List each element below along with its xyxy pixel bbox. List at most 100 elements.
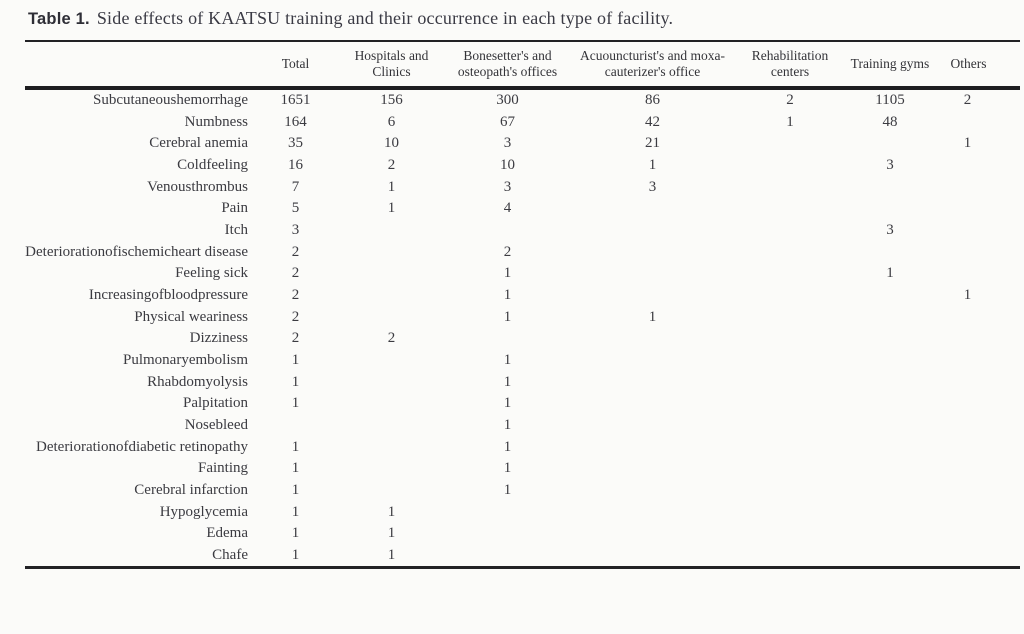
count-cell: 1	[291, 438, 300, 455]
side-effect-label: Coldfeeling	[177, 157, 248, 174]
count-cell: 1	[503, 481, 512, 498]
side-effect-label: Physical weariness	[134, 308, 248, 325]
count-cell	[333, 285, 450, 307]
count-cell	[840, 480, 940, 502]
table-row: Chafe 1 1	[25, 545, 1020, 568]
count-cell	[940, 545, 1020, 568]
side-effect-label: Feeling sick	[175, 265, 248, 282]
table-body: Subcutaneoushemorrhage 1651 156 300 86 2 1105 2…	[25, 88, 1020, 568]
count-cell	[565, 393, 740, 415]
count-cell	[565, 242, 740, 264]
count-cell	[565, 285, 740, 307]
count-cell	[840, 307, 940, 329]
count-cell	[565, 220, 740, 242]
count-cell: 86	[645, 92, 660, 109]
table-row: Deteriorationofdiabetic retinopathy 1 1	[25, 437, 1020, 459]
count-cell: 7	[291, 178, 300, 195]
table-caption: Table 1. Side effects of KAATSU training …	[28, 8, 673, 29]
side-effect-label: Rhabdomyolysis	[147, 373, 248, 390]
count-cell: 3	[291, 222, 300, 239]
count-cell: 1	[291, 395, 300, 412]
count-cell	[565, 263, 740, 285]
count-cell: 1	[291, 503, 300, 520]
count-cell: 35	[288, 135, 303, 152]
count-cell: 1	[387, 525, 396, 542]
count-cell: 6	[387, 113, 396, 130]
count-cell	[740, 545, 840, 568]
count-cell	[840, 545, 940, 568]
table-row: Pain 5 1 4	[25, 198, 1020, 220]
count-cell	[333, 307, 450, 329]
count-cell	[840, 285, 940, 307]
count-cell	[450, 545, 565, 568]
count-cell	[840, 523, 940, 545]
side-effect-label: Venousthrombus	[147, 178, 248, 195]
column-header: Acuouncturist's and moxa-cauterizer's of…	[580, 48, 725, 79]
column-header: Training gyms	[850, 56, 930, 72]
table-caption-text: Side effects of KAATSU training and thei…	[96, 8, 674, 28]
count-cell: 4	[503, 200, 512, 217]
count-cell	[740, 415, 840, 437]
count-cell	[940, 242, 1020, 264]
count-cell	[740, 328, 840, 350]
table-row: Deteriorationofischemicheart disease 2 2	[25, 242, 1020, 264]
side-effect-label: Cerebral infarction	[134, 481, 248, 498]
count-cell: 10	[500, 157, 515, 174]
count-cell	[840, 242, 940, 264]
table-row: Cerebral anemia 35 10 3 21 1	[25, 133, 1020, 155]
count-cell	[333, 242, 450, 264]
table-row: Palpitation 1 1	[25, 393, 1020, 415]
count-cell	[333, 220, 450, 242]
count-cell	[740, 307, 840, 329]
count-cell: 1	[963, 135, 972, 152]
count-cell	[940, 220, 1020, 242]
count-cell: 1	[503, 373, 512, 390]
column-header: Others	[950, 56, 987, 72]
table-row: Fainting 1 1	[25, 458, 1020, 480]
count-cell: 2	[786, 92, 794, 109]
count-cell: 1	[503, 265, 512, 282]
count-cell	[840, 198, 940, 220]
count-cell	[565, 480, 740, 502]
count-cell	[740, 263, 840, 285]
count-cell	[740, 523, 840, 545]
side-effect-label: Pulmonaryembolism	[123, 352, 248, 368]
count-cell	[940, 523, 1020, 545]
count-cell: 1	[648, 157, 657, 174]
count-cell: 300	[496, 92, 519, 109]
count-cell: 1	[503, 395, 512, 412]
count-cell: 16	[288, 157, 303, 174]
count-cell: 5	[291, 200, 300, 217]
table-row: Cerebral infarction 1 1	[25, 480, 1020, 502]
count-cell	[333, 350, 450, 372]
count-cell	[940, 307, 1020, 329]
side-effect-label: Chafe	[212, 546, 248, 563]
side-effect-label: Cerebral anemia	[149, 135, 248, 152]
count-cell	[840, 328, 940, 350]
side-effect-label: Palpitation	[183, 395, 248, 412]
table-row: Coldfeeling 16 2 10 1 3	[25, 155, 1020, 177]
count-cell: 2	[387, 157, 396, 174]
count-cell: 2	[291, 330, 300, 347]
count-cell	[740, 393, 840, 415]
count-cell: 42	[645, 113, 660, 130]
count-cell: 164	[284, 113, 307, 130]
count-cell	[333, 415, 450, 437]
count-cell	[333, 437, 450, 459]
table-row: Hypoglycemia 1 1	[25, 501, 1020, 523]
count-cell: 2	[291, 243, 300, 260]
count-cell: 1	[291, 481, 300, 498]
count-cell	[740, 350, 840, 372]
table-row: Edema 1 1	[25, 523, 1020, 545]
count-cell: 1105	[875, 92, 905, 109]
column-header: Total	[281, 56, 310, 72]
count-cell	[565, 545, 740, 568]
count-cell: 1	[291, 546, 300, 563]
side-effect-label: Dizziness	[189, 330, 248, 347]
count-cell	[333, 263, 450, 285]
count-cell	[940, 415, 1020, 437]
count-cell: 21	[645, 135, 660, 152]
count-cell	[740, 220, 840, 242]
count-cell	[840, 458, 940, 480]
